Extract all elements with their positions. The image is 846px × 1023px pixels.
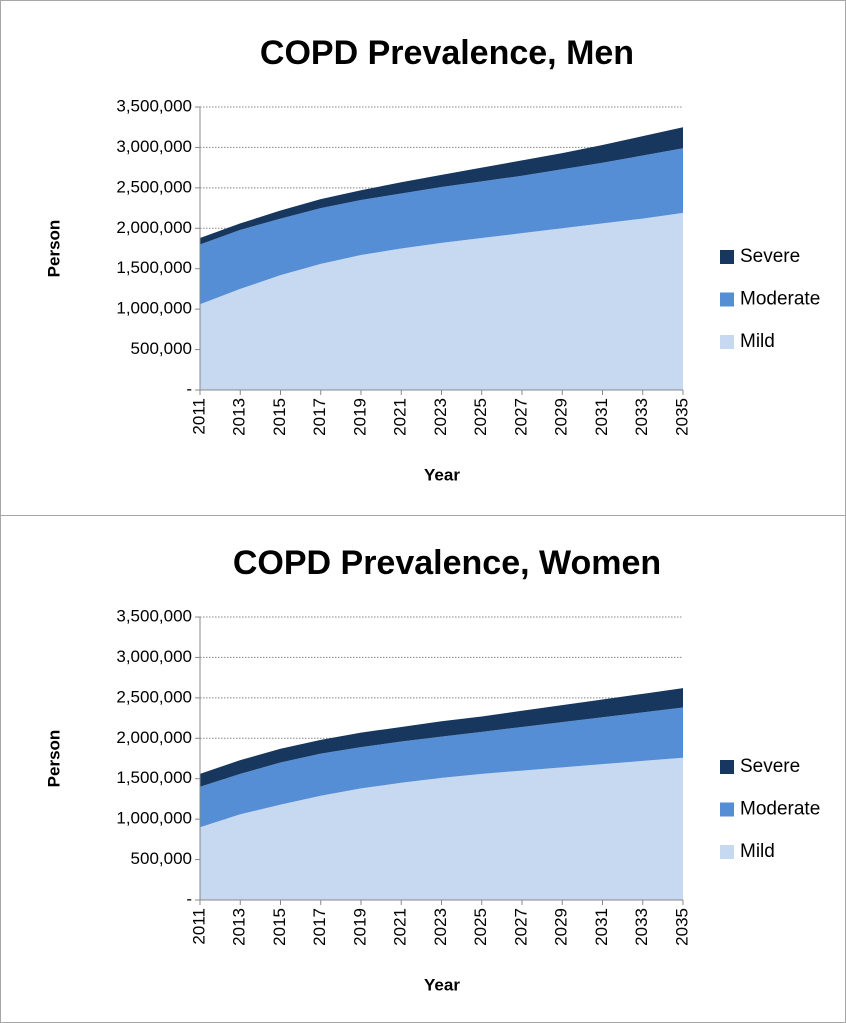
x-tick-label: 2031: [592, 908, 611, 946]
area: [200, 757, 683, 900]
y-tick-label: 3,000,000: [116, 137, 192, 156]
y-tick-label: 1,000,000: [116, 299, 192, 318]
legend-label: Severe: [740, 756, 800, 777]
legend-label: Mild: [740, 841, 775, 862]
x-tick-label: 2017: [310, 398, 329, 436]
x-tick-label: 2021: [391, 398, 410, 436]
x-tick-label: 2035: [672, 398, 691, 436]
legend-swatch: [720, 760, 734, 774]
y-tick-label: 2,500,000: [116, 687, 192, 706]
x-tick-label: 2033: [632, 398, 651, 436]
x-tick-label: 2031: [592, 398, 611, 436]
x-tick-label: 2023: [431, 398, 450, 436]
x-tick-label: 2019: [350, 398, 369, 436]
y-tick-label: 3,000,000: [116, 647, 192, 666]
y-axis-label: Person: [44, 730, 63, 788]
legend-swatch: [720, 802, 734, 817]
y-tick-label: 2,000,000: [116, 728, 192, 747]
y-tick-label: 1,500,000: [116, 258, 192, 277]
x-axis-label: Year: [424, 465, 460, 484]
legend-swatch: [720, 292, 734, 307]
x-tick-label: 2035: [672, 908, 691, 946]
y-tick-label: 500,000: [131, 339, 192, 358]
y-tick-label: 3,500,000: [116, 606, 192, 625]
x-tick-label: 2017: [310, 908, 329, 946]
x-tick-label: 2033: [632, 908, 651, 946]
y-axis-label: Person: [44, 220, 63, 278]
x-tick-label: 2027: [511, 908, 530, 946]
chart-title: COPD Prevalence, Women: [233, 544, 661, 582]
x-tick-label: 2029: [552, 398, 571, 436]
x-tick-label: 2023: [431, 908, 450, 946]
y-tick-label: 1,000,000: [116, 809, 192, 828]
x-tick-label: 2025: [471, 398, 490, 436]
legend-swatch: [720, 845, 734, 859]
x-tick-label: 2013: [230, 398, 249, 436]
x-axis-label: Year: [424, 975, 460, 994]
y-tick-label: -: [186, 379, 192, 398]
y-tick-label: 2,000,000: [116, 218, 192, 237]
x-tick-label: 2015: [270, 398, 289, 436]
y-tick-label: 500,000: [131, 849, 192, 868]
x-tick-label: 2011: [189, 908, 208, 945]
area: [200, 688, 683, 787]
x-tick-label: 2013: [230, 908, 249, 946]
x-tick-label: 2021: [391, 908, 410, 946]
x-tick-label: 2011: [189, 398, 208, 435]
area: [200, 707, 683, 828]
legend-label: Severe: [740, 246, 800, 267]
legend-label: Mild: [740, 331, 775, 352]
area: [200, 127, 683, 245]
legend-swatch: [720, 335, 734, 349]
chart-title: COPD Prevalence, Men: [260, 34, 634, 72]
legend-swatch: [720, 250, 734, 264]
y-tick-label: 1,500,000: [116, 768, 192, 787]
legend-label: Moderate: [740, 289, 820, 310]
x-tick-label: 2025: [471, 908, 490, 946]
y-tick-label: 2,500,000: [116, 177, 192, 196]
y-tick-label: -: [186, 889, 192, 908]
area: [200, 148, 683, 305]
area: [200, 212, 683, 390]
x-tick-label: 2027: [511, 398, 530, 436]
x-tick-label: 2029: [552, 908, 571, 946]
x-tick-label: 2015: [270, 908, 289, 946]
x-tick-label: 2019: [350, 908, 369, 946]
y-tick-label: 3,500,000: [116, 96, 192, 115]
legend-label: Moderate: [740, 799, 820, 820]
